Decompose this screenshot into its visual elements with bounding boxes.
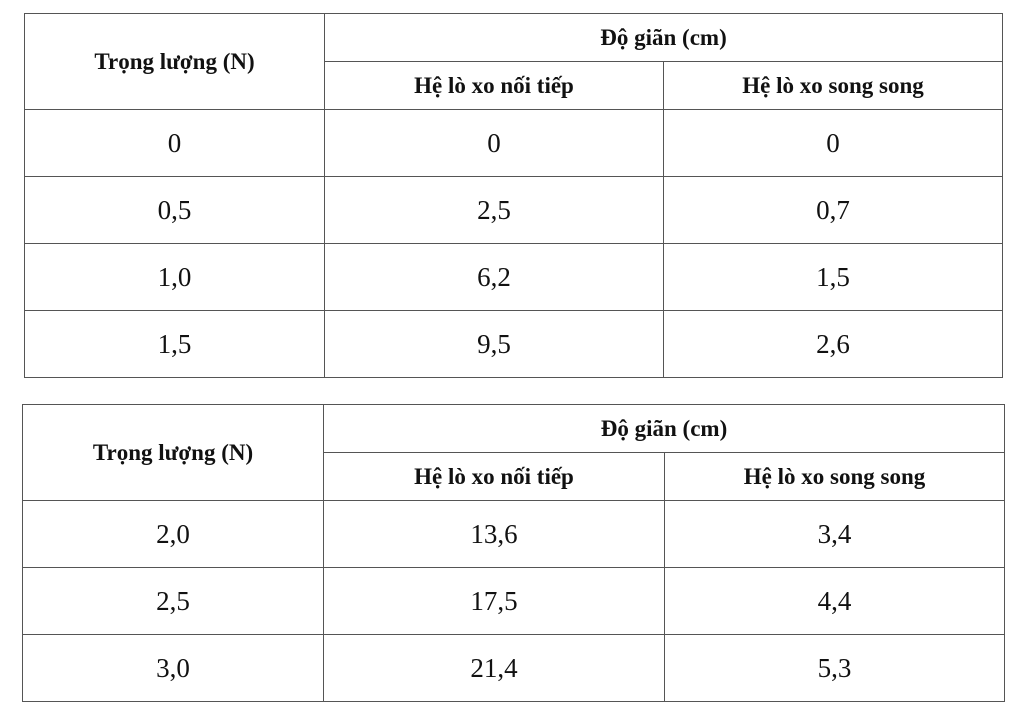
- header-cell: Trọng lượng (N): [24, 13, 325, 110]
- data-table: Trọng lượng (N) Độ giãn (cm) Hệ lò xo nố…: [24, 13, 1004, 378]
- table-cell: 1,5: [24, 310, 325, 378]
- table-cell: 1,5: [662, 243, 1004, 311]
- table-cell: 2,5: [324, 176, 664, 244]
- table-cell: 2,0: [22, 500, 324, 568]
- table-cell: 5,3: [663, 634, 1006, 702]
- header-cell: Độ giãn (cm): [323, 13, 1004, 62]
- table-body: 0 0 0 0,5 2,5 0,7 1,0 6,2 1,5 1,5 9,5 2,6: [24, 109, 1004, 378]
- table-row: 1,5 9,5 2,6: [24, 310, 1004, 378]
- table-cell: 3,0: [22, 634, 324, 702]
- table-body: 2,0 13,6 3,4 2,5 17,5 4,4 3,0 21,4 5,3: [22, 500, 1006, 702]
- table-row: 0,5 2,5 0,7: [24, 176, 1004, 244]
- table-cell: 6,2: [324, 243, 664, 311]
- table-row: 1,0 6,2 1,5: [24, 243, 1004, 311]
- table-row: 2,5 17,5 4,4: [22, 567, 1006, 635]
- table-cell: 0: [662, 109, 1004, 177]
- table-cell: 3,4: [663, 500, 1006, 568]
- table-cell: 0: [324, 109, 664, 177]
- table-row: 3,0 21,4 5,3: [22, 634, 1006, 702]
- table-cell: 0: [24, 109, 325, 177]
- table-cell: 0,7: [662, 176, 1004, 244]
- table-row: 2,0 13,6 3,4: [22, 500, 1006, 568]
- table-cell: 0,5: [24, 176, 325, 244]
- header-cell: Hệ lò xo song song: [663, 452, 1006, 501]
- table-cell: 2,6: [662, 310, 1004, 378]
- table-cell: 2,5: [22, 567, 324, 635]
- table-cell: 17,5: [323, 567, 665, 635]
- header-cell: Độ giãn (cm): [322, 404, 1006, 453]
- header-cell: Hệ lò xo song song: [662, 61, 1004, 110]
- table-cell: 9,5: [324, 310, 664, 378]
- header-cell: Hệ lò xo nối tiếp: [323, 452, 665, 501]
- table-cell: 21,4: [323, 634, 665, 702]
- table-cell: 13,6: [323, 500, 665, 568]
- data-table: Trọng lượng (N) Độ giãn (cm) Hệ lò xo nố…: [22, 404, 1006, 702]
- header-cell: Hệ lò xo nối tiếp: [324, 61, 664, 110]
- header-cell: Trọng lượng (N): [22, 404, 324, 501]
- table-cell: 1,0: [24, 243, 325, 311]
- table-cell: 4,4: [663, 567, 1006, 635]
